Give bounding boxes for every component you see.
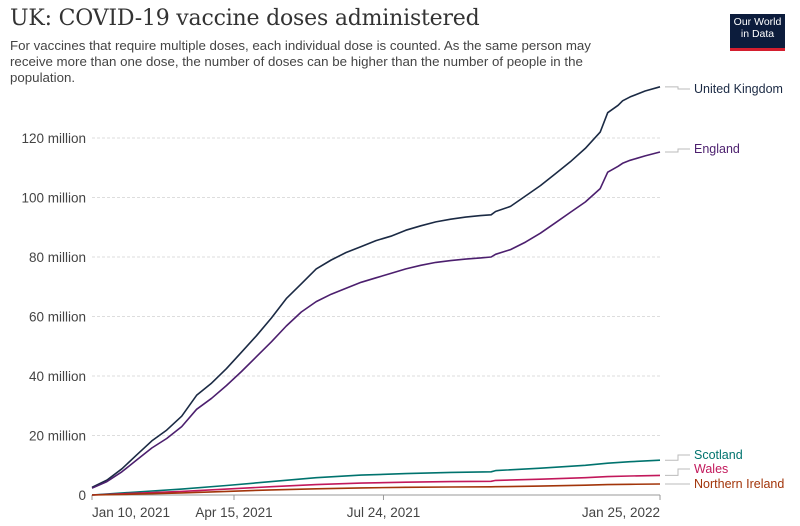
owid-logo[interactable]: Our World in Data — [730, 14, 785, 51]
legend-connector — [665, 86, 690, 90]
y-tick-label: 120 million — [21, 131, 86, 146]
chart-subtitle: For vaccines that require multiple doses… — [10, 38, 591, 85]
series-line-northern-ireland[interactable] — [91, 483, 661, 496]
legend-label-scotland[interactable]: Scotland — [694, 448, 743, 462]
legend-label-wales[interactable]: Wales — [694, 462, 728, 476]
y-tick-label: 20 million — [29, 429, 86, 444]
legend-label-united-kingdom[interactable]: United Kingdom — [694, 82, 783, 96]
x-axis: Jan 10, 2021 Apr 15, 2021 Jul 24, 2021 Jan … — [91, 494, 661, 520]
legend-label-england[interactable]: England — [694, 142, 740, 156]
series-lines — [91, 86, 661, 496]
y-tick-label: 80 million — [29, 250, 86, 265]
y-tick-label: 40 million — [29, 369, 86, 384]
legend-label-northern-ireland[interactable]: Northern Ireland — [694, 477, 784, 491]
series-line-scotland[interactable] — [91, 459, 661, 496]
x-tick-label: Jan 10, 2021 — [92, 505, 170, 520]
series-line-united-kingdom[interactable] — [91, 86, 661, 489]
y-tick-label: 60 million — [29, 310, 86, 325]
gridlines — [92, 137, 660, 436]
y-tick-label: 100 million — [21, 191, 86, 206]
x-tick-label: Apr 15, 2021 — [195, 505, 272, 520]
logo-line-2: in Data — [740, 28, 775, 40]
logo-line-1: Our World — [733, 16, 782, 28]
x-tick-label: Jan 25, 2022 — [582, 505, 660, 520]
legend-connector — [665, 468, 690, 476]
legend-connector — [665, 454, 690, 461]
series-line-england[interactable] — [91, 151, 661, 489]
y-axis-ticks: 0 20 million 40 million 60 million 80 millio… — [21, 131, 86, 503]
series-line-wales[interactable] — [91, 474, 661, 496]
x-tick-label: Jul 24, 2021 — [347, 505, 421, 520]
y-tick-label: 0 — [78, 488, 86, 503]
legend: United Kingdom England ScotlandWalesNorthe… — [665, 82, 784, 491]
chart-title: UK: COVID-19 vaccine doses administered — [10, 6, 480, 31]
legend-connector — [665, 148, 690, 153]
